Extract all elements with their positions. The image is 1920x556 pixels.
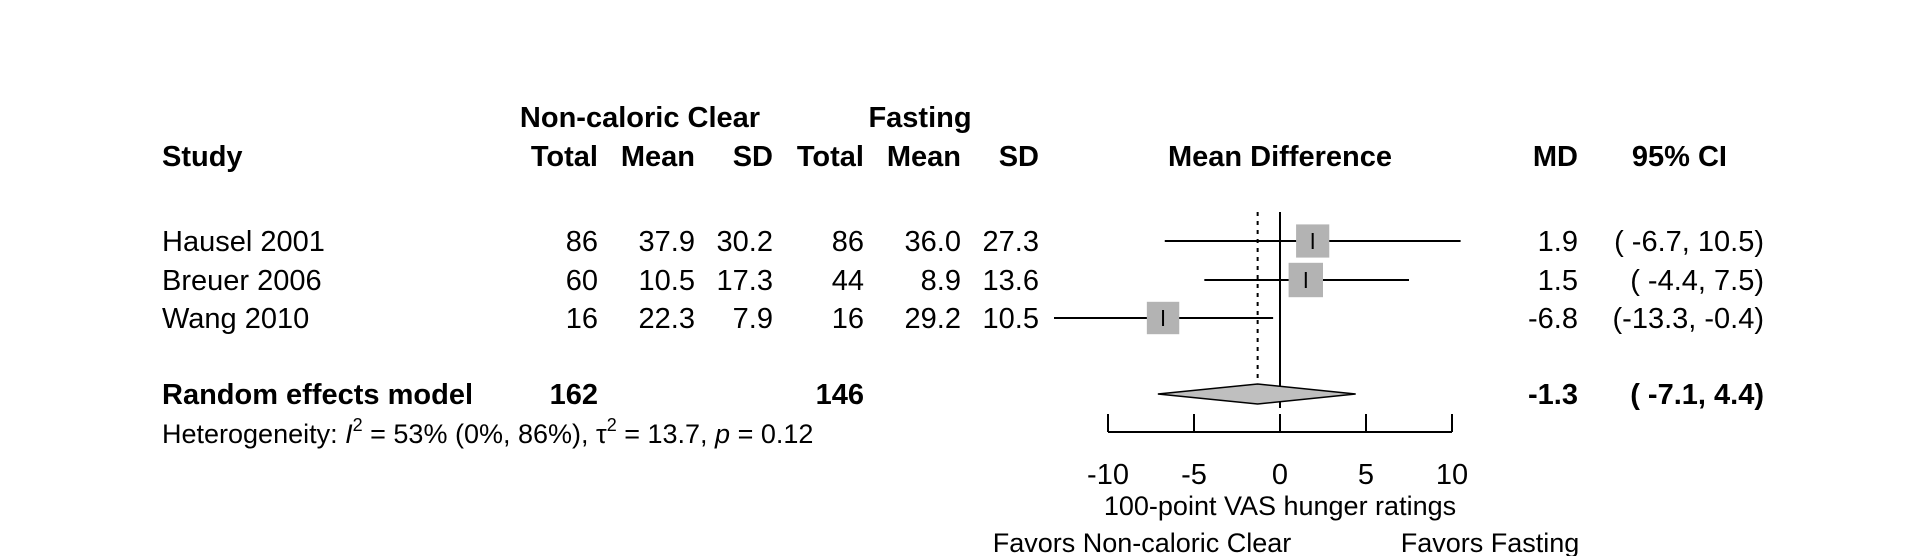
x-tick-label: -10: [1087, 459, 1129, 491]
x-axis-label: 100-point VAS hunger ratings: [1104, 491, 1456, 521]
group1-sd: 7.9: [733, 303, 773, 335]
group2-title: Fasting: [868, 102, 971, 134]
group1-mean: 22.3: [639, 303, 695, 335]
study-header: Study: [162, 141, 243, 173]
x-tick-label: 5: [1358, 459, 1374, 491]
group1-mean: 10.5: [639, 265, 695, 297]
group2-mean: 29.2: [905, 303, 961, 335]
group1-title: Non-caloric Clear: [520, 102, 760, 134]
tau-squared-symbol: τ: [596, 419, 607, 449]
group2-total: 86: [832, 226, 864, 258]
pooled-group1-total: 162: [550, 379, 598, 411]
pooled-ci-value: ( -7.1, 4.4): [1630, 379, 1764, 411]
p-symbol: p: [714, 419, 730, 449]
x-tick-label: -5: [1181, 459, 1207, 491]
study-name: Breuer 2006: [162, 265, 322, 297]
md-header: MD: [1533, 141, 1578, 173]
study-name: Wang 2010: [162, 303, 309, 335]
group2-sd-header: SD: [999, 141, 1039, 173]
pooled-group2-total: 146: [816, 379, 864, 411]
group2-sd: 10.5: [983, 303, 1039, 335]
study-name: Hausel 2001: [162, 226, 325, 258]
group2-total-header: Total: [797, 141, 864, 173]
group1-total: 60: [566, 265, 598, 297]
heterogeneity-text: Heterogeneity: I2 = 53% (0%, 86%), τ2 = …: [162, 415, 813, 449]
favors-right-label: Favors Fasting: [1401, 528, 1580, 556]
group2-total: 44: [832, 265, 864, 297]
i-squared-symbol: I: [345, 419, 353, 449]
group1-mean-header: Mean: [621, 141, 695, 173]
pooled-md-value: -1.3: [1528, 379, 1578, 411]
md-value: -6.8: [1528, 303, 1578, 335]
group2-mean: 8.9: [921, 265, 961, 297]
x-tick-label: 10: [1436, 459, 1468, 491]
i-squared-value: = 53% (0%, 86%),: [363, 419, 596, 449]
heterogeneity-prefix: Heterogeneity:: [162, 419, 345, 449]
group1-sd-header: SD: [733, 141, 773, 173]
tau-squared-value: = 13.7,: [617, 419, 715, 449]
group1-mean: 37.9: [639, 226, 695, 258]
plot-area: [1054, 212, 1461, 408]
pooled-row: Random effects model 162 146 -1.3 ( -7.1, 4.…: [162, 379, 1764, 411]
group2-total: 16: [832, 303, 864, 335]
group1-total-header: Total: [531, 141, 598, 173]
md-value: 1.9: [1538, 226, 1578, 258]
ci-header: 95% CI: [1632, 141, 1727, 173]
pooled-diamond: [1157, 383, 1356, 405]
ci-value: (-13.3, -0.4): [1613, 303, 1765, 335]
study-row: Wang 2010 16 22.3 7.9 16 29.2 10.5 -6.8 (-13.3, …: [162, 303, 1764, 335]
study-row: Breuer 2006 60 10.5 17.3 44 8.9 13.6 1.5 ( -4.4,…: [162, 265, 1764, 297]
group2-mean-header: Mean: [887, 141, 961, 173]
group1-total: 16: [566, 303, 598, 335]
group2-sd: 13.6: [983, 265, 1039, 297]
i-squared-superscript: 2: [353, 415, 363, 435]
group1-sd: 30.2: [717, 226, 773, 258]
group1-total: 86: [566, 226, 598, 258]
group2-sd: 27.3: [983, 226, 1039, 258]
md-value: 1.5: [1538, 265, 1578, 297]
study-rows: Hausel 2001 86 37.9 30.2 86 36.0 27.3 1.9 ( -6.7…: [162, 226, 1764, 335]
group1-sd: 17.3: [717, 265, 773, 297]
plot-title: Mean Difference: [1168, 141, 1392, 173]
ci-value: ( -6.7, 10.5): [1614, 226, 1764, 258]
pooled-label: Random effects model: [162, 379, 473, 411]
p-value: = 0.12: [730, 419, 813, 449]
ci-value: ( -4.4, 7.5): [1630, 265, 1764, 297]
study-row: Hausel 2001 86 37.9 30.2 86 36.0 27.3 1.9 ( -6.7…: [162, 226, 1764, 258]
group2-mean: 36.0: [905, 226, 961, 258]
x-axis: -10 -5 0 5 10: [1087, 414, 1468, 491]
favors-left-label: Favors Non-caloric Clear: [993, 528, 1292, 556]
column-headers: Non-caloric Clear Fasting Study Total Me…: [162, 102, 1727, 173]
tau-squared-superscript: 2: [607, 415, 617, 435]
x-tick-label: 0: [1272, 459, 1288, 491]
